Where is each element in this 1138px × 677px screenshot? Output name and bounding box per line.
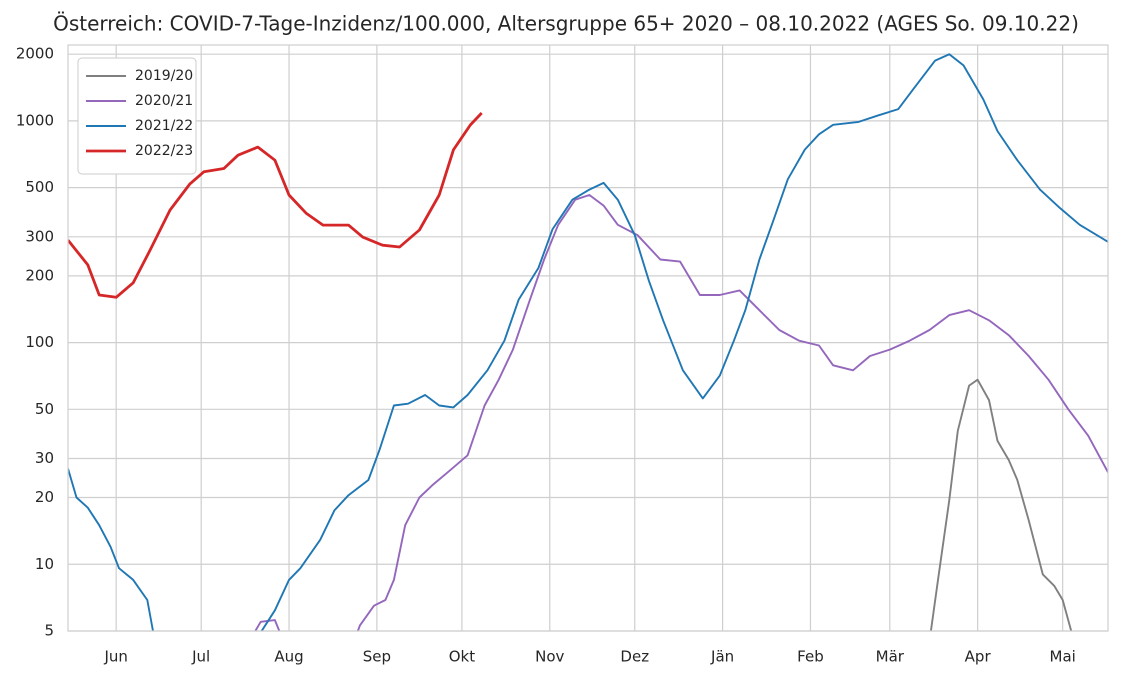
series-line	[254, 194, 1108, 631]
y-tick-label: 5	[44, 622, 54, 640]
y-tick-label: 500	[25, 178, 54, 196]
x-tick-label: Apr	[965, 648, 992, 666]
legend-label: 2019/20	[135, 68, 193, 84]
x-tick-label: Nov	[535, 648, 564, 666]
legend-label: 2020/21	[135, 93, 193, 109]
y-tick-label: 1000	[16, 111, 54, 129]
y-tick-label: 100	[25, 333, 54, 351]
plot-frame	[67, 44, 1109, 632]
y-tick-label: 10	[35, 555, 54, 573]
x-tick-label: Dez	[620, 648, 649, 666]
x-tick-label: Jun	[103, 648, 127, 666]
y-tick-label: 50	[35, 400, 54, 418]
x-tick-label: Jän	[710, 648, 734, 666]
x-tick-label: Jul	[191, 648, 210, 666]
y-tick-label: 200	[25, 266, 54, 284]
x-tick-label: Mär	[876, 648, 905, 666]
y-tick-label: 2000	[16, 45, 54, 63]
legend-box	[77, 57, 197, 175]
y-tick-label: 30	[35, 449, 54, 467]
legend: 2019/20 2020/21 2021/22 2022/23	[77, 57, 197, 175]
chart-title: Österreich: COVID-7-Tage-Inzidenz/100.00…	[53, 12, 1079, 36]
x-tick-label: Sep	[363, 648, 391, 666]
x-tick-label: Feb	[797, 648, 824, 666]
series-line	[68, 112, 483, 299]
plot-area	[68, 53, 1108, 631]
x-tick-label: Okt	[449, 648, 475, 666]
series-line	[68, 53, 1108, 631]
x-tick-label: Aug	[274, 648, 303, 666]
legend-label: 2021/22	[135, 118, 193, 134]
x-tick-label: Mai	[1050, 648, 1076, 666]
legend-label: 2022/23	[135, 143, 193, 159]
series-line	[929, 378, 1073, 631]
y-tick-label: 300	[25, 227, 54, 245]
grid: 5 10 20 30 50 100 200 300 500 1000 2000 Jun Jul Aug Se…	[16, 45, 1108, 666]
y-tick-label: 20	[35, 488, 54, 506]
